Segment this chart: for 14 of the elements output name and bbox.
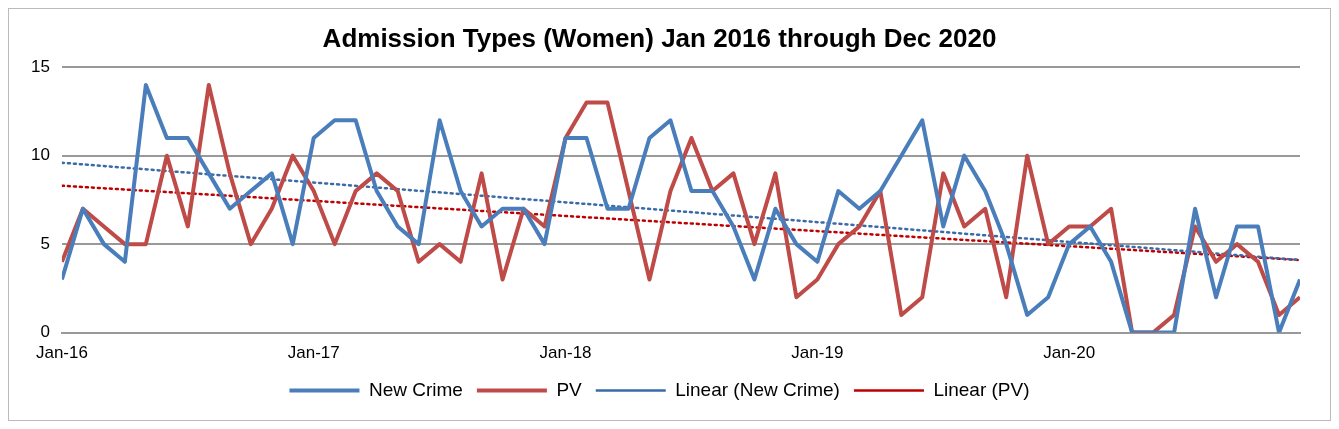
y-tick-label: 5 [40, 233, 50, 253]
legend-label: New Crime [368, 378, 463, 400]
chart-title: Admission Types (Women) Jan 2016 through Dec 2020 [322, 22, 997, 53]
y-tick-label: 0 [40, 322, 50, 342]
legend-label: Linear (New Crime) [675, 378, 840, 400]
x-tick-label: Jan-18 [539, 343, 592, 363]
legend-label: Linear (PV) [933, 378, 1030, 400]
x-tick-label: Jan-20 [1043, 343, 1096, 363]
y-tick-label: 10 [30, 145, 50, 165]
y-tick-label: 15 [30, 56, 50, 76]
legend-label: PV [556, 378, 583, 400]
x-tick-label: Jan-17 [287, 343, 340, 363]
x-tick-label: Jan-16 [35, 343, 88, 363]
x-tick-label: Jan-19 [791, 343, 844, 363]
